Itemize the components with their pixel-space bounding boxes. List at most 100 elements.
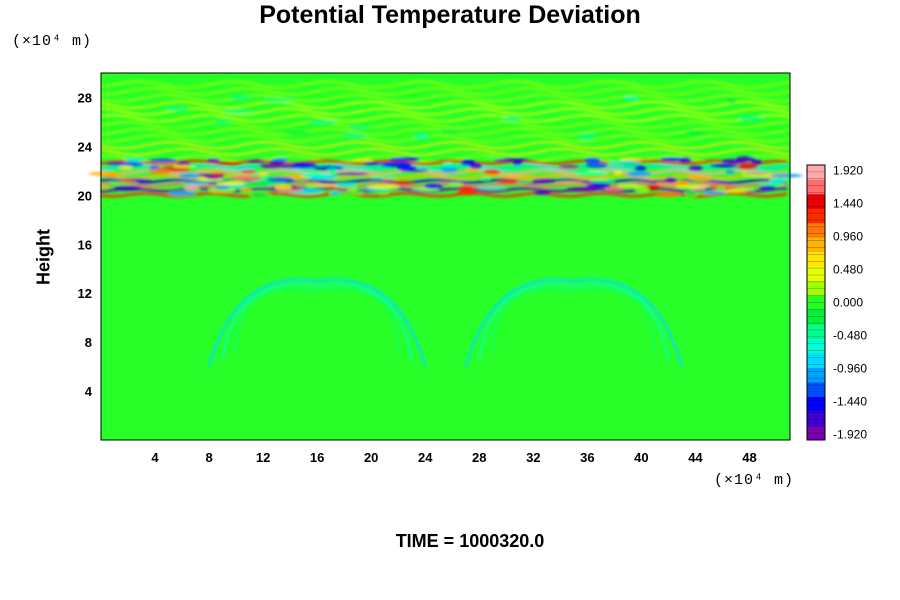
- arch-line: [492, 288, 656, 352]
- colorbar-swatch: [807, 367, 825, 383]
- colorbar-swatch: [807, 338, 825, 354]
- band-blob: [149, 158, 179, 163]
- band-blob: [769, 173, 803, 178]
- band-blob: [300, 172, 330, 179]
- band-blob: [687, 175, 714, 182]
- band-blob: [710, 163, 739, 168]
- band-blob: [340, 191, 364, 195]
- ripple-line: [100, 107, 791, 116]
- band-blob: [737, 164, 759, 170]
- band-blob: [660, 157, 685, 162]
- band-blob: [634, 165, 647, 171]
- band-blob: [690, 187, 706, 191]
- band-blob: [424, 183, 444, 189]
- colorbar-swatch: [807, 237, 825, 253]
- ripple-line: [100, 100, 791, 109]
- chart-title: Potential Temperature Deviation: [259, 1, 641, 29]
- ripple-line: [100, 94, 791, 103]
- colorbar-tick-label: -1.440: [833, 395, 867, 409]
- colorbar-swatch: [807, 353, 825, 368]
- colorbar-swatch: [807, 222, 825, 238]
- ripple-patch: [231, 95, 250, 101]
- band-blob: [240, 188, 253, 193]
- y-tick-label: 24: [78, 139, 93, 154]
- ripple-patch: [264, 98, 295, 103]
- band-blob: [716, 186, 726, 190]
- band-blob: [513, 180, 533, 184]
- colorbar-swatch: [807, 193, 825, 209]
- x-tick-label: 32: [526, 450, 540, 465]
- colorbar-tick-label: 0.000: [833, 296, 863, 310]
- band-blob: [88, 171, 124, 176]
- band-blob: [606, 161, 642, 165]
- band-blob: [390, 157, 421, 162]
- band-blob: [329, 190, 341, 196]
- arch-line: [207, 278, 427, 367]
- band-blob: [458, 186, 475, 193]
- band-blob: [267, 177, 294, 182]
- band-blob: [503, 174, 537, 178]
- x-unit-label: (×10⁴ m): [714, 472, 795, 489]
- band-blob: [742, 173, 778, 178]
- ripple-line: [100, 140, 791, 150]
- arch-line: [235, 288, 399, 352]
- band-blob: [531, 178, 557, 183]
- band-blob: [240, 169, 256, 174]
- band-blob: [123, 157, 147, 163]
- band-blob: [181, 182, 210, 185]
- y-unit-label: (×10⁴ m): [12, 33, 93, 50]
- band-blob: [392, 180, 415, 185]
- plot-area: [88, 73, 803, 440]
- colorbar-swatch: [807, 411, 825, 426]
- band-blob: [149, 168, 172, 174]
- colorbar-swatch: [807, 382, 825, 397]
- band-blob: [225, 184, 248, 188]
- band-blob: [618, 157, 643, 161]
- band-blob: [346, 188, 358, 192]
- band-blob: [559, 165, 580, 169]
- band-blob: [304, 184, 340, 187]
- y-tick-label: 12: [78, 286, 92, 301]
- colorbar-tick-label: 0.960: [833, 230, 863, 244]
- ripple-patch: [223, 109, 254, 114]
- band-blob: [533, 190, 551, 195]
- x-tick-label: 36: [580, 450, 594, 465]
- band-blob: [466, 167, 479, 173]
- colorbar-swatch: [807, 179, 825, 195]
- band-blob: [178, 173, 200, 179]
- x-tick-label: 12: [256, 450, 270, 465]
- colorbar: 1.920 1.440 0.960 0.480 0.000 -0.480 -0.960 -1.…: [806, 164, 867, 442]
- colorbar-swatch: [807, 165, 825, 180]
- colorbar-swatch: [807, 266, 825, 282]
- colorbar-swatch: [807, 251, 825, 267]
- band-blob: [634, 185, 650, 192]
- band-blob: [183, 185, 201, 191]
- ripple-patch: [346, 125, 372, 130]
- band-blob: [655, 192, 681, 198]
- band-blob: [237, 165, 256, 169]
- y-tick-label: 4: [85, 384, 93, 399]
- band-blob: [370, 176, 396, 179]
- band-stripe: [100, 181, 788, 188]
- band-blob: [291, 162, 317, 169]
- band-blob: [585, 184, 612, 188]
- x-tick-label: 28: [472, 450, 486, 465]
- band-blob: [482, 176, 491, 181]
- band-blob: [378, 190, 389, 194]
- band-blob: [469, 163, 483, 169]
- band-blob: [555, 181, 584, 184]
- x-tick-label: 8: [205, 450, 212, 465]
- band-blob: [688, 165, 704, 172]
- colorbar-frame: [806, 164, 826, 441]
- ripple-patch: [214, 119, 232, 124]
- band-blob: [626, 171, 652, 177]
- ripple-patch: [724, 97, 738, 104]
- band-blob: [113, 185, 143, 191]
- band-blob: [768, 177, 790, 183]
- colorbar-swatch: [807, 396, 825, 412]
- band-blob: [206, 158, 221, 162]
- band-blob: [249, 193, 271, 197]
- ripple-patch: [438, 129, 469, 134]
- band-blob: [231, 176, 263, 181]
- ripple-line: [100, 147, 791, 157]
